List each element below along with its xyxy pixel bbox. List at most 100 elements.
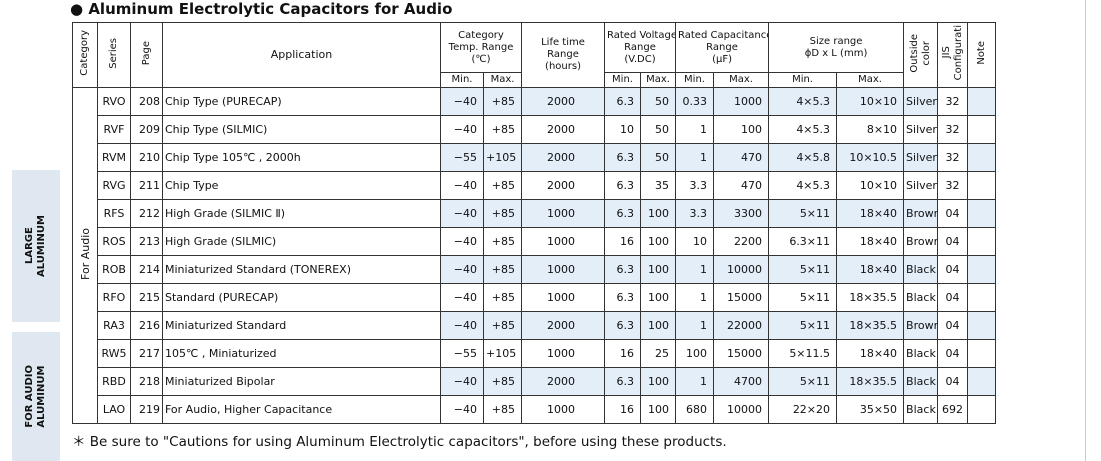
table-cell: 04 [937, 339, 969, 368]
table-cell: 6.3 [604, 171, 642, 200]
note-cell [967, 115, 997, 144]
table-row: RFO 215 Standard (PURECAP) −40 +85 1000 6.3 100… [73, 283, 997, 312]
title-text: Aluminum Electrolytic Capacitors for Aud… [88, 0, 453, 18]
table-cell: 100 [640, 255, 677, 284]
table-cell: RW5 [97, 339, 131, 368]
table-cell: 100 [640, 367, 677, 396]
table-cell: −40 [440, 255, 484, 284]
header-cell: Outside color [903, 22, 939, 88]
note-cell [967, 311, 997, 340]
table-cell: 10×10.5 [836, 143, 905, 172]
table-cell: 212 [130, 199, 163, 228]
note-cell [967, 227, 997, 256]
note-cell [967, 395, 997, 424]
subheader-cell: Max. [713, 72, 770, 88]
table-cell: Silver [903, 115, 939, 144]
header-text: JIS Configurati [941, 25, 965, 80]
table-cell: 1000 [521, 255, 606, 284]
table-cell: −55 [440, 339, 484, 368]
table-cell: +105 [482, 143, 523, 172]
table-cell: RVF [97, 115, 131, 144]
table-cell: Brown [903, 227, 939, 256]
table-cell: RA3 [97, 311, 131, 340]
table-cell: RVM [97, 143, 131, 172]
table-cell: +85 [482, 115, 523, 144]
table-cell: 2000 [521, 115, 606, 144]
header-line: Life time [541, 37, 585, 48]
table-cell: +85 [482, 395, 523, 424]
table-cell: 1000 [713, 87, 770, 116]
header-text: Category [79, 30, 90, 76]
table-cell: RVG [97, 171, 131, 200]
table-cell: For Audio, Higher Capacitance [162, 395, 441, 424]
note-cell [967, 339, 997, 368]
table-header: Category Series Page Application Categor… [72, 22, 997, 88]
header-line: Outside [908, 33, 920, 73]
table-cell: 4×5.3 [768, 87, 838, 116]
tab-line: FOR AUDIO [24, 365, 35, 428]
side-tab: LARGE ALUMINUM [12, 170, 60, 322]
table-cell: 1 [675, 283, 715, 312]
table-cell: 10000 [713, 255, 770, 284]
header-cell: Category Temp. Range (℃) [439, 22, 523, 73]
header-line: Configurati [952, 25, 964, 81]
header-line: Category [458, 29, 504, 41]
table-cell: 5×11 [768, 311, 838, 340]
header-line: Size range [809, 35, 863, 47]
table-cell: +85 [482, 87, 523, 116]
header-line: (hours) [545, 61, 581, 72]
table-cell: 6.3 [604, 199, 642, 228]
header-line: JIS [940, 46, 952, 60]
table-cell: 6.3×11 [768, 227, 838, 256]
table-cell: 100 [640, 283, 677, 312]
table-cell: 216 [130, 311, 163, 340]
table-cell: 6.3 [604, 143, 642, 172]
header-line: (µF) [712, 53, 732, 65]
table-cell: 6.3 [604, 255, 642, 284]
table-cell: 50 [640, 115, 677, 144]
header-text: Note [975, 41, 987, 65]
table-cell: 213 [130, 227, 163, 256]
table-cell: +85 [482, 171, 523, 200]
table-cell: 4×5.8 [768, 143, 838, 172]
table-cell: 1000 [521, 227, 606, 256]
tab-text: FOR AUDIO ALUMINUM [24, 365, 48, 428]
note-cell [967, 87, 997, 116]
table-cell: −40 [440, 283, 484, 312]
table-cell: RFO [97, 283, 131, 312]
tab-line: ALUMINUM [36, 215, 47, 277]
table-cell: 2000 [521, 171, 606, 200]
table-cell: 1000 [521, 395, 606, 424]
table-cell: 470 [713, 171, 770, 200]
table-cell: 5×11 [768, 255, 838, 284]
table-cell: ROB [97, 255, 131, 284]
table-cell: 04 [937, 311, 969, 340]
table-cell: 50 [640, 87, 677, 116]
table-cell: +85 [482, 227, 523, 256]
table-cell: 5×11 [768, 283, 838, 312]
table-cell: +85 [482, 283, 523, 312]
table-cell: 25 [640, 339, 677, 368]
note-cell [967, 283, 997, 312]
header-cell: Life time Range (hours) [521, 22, 606, 88]
table-cell: 18×35.5 [836, 367, 905, 396]
subheader-cell: Max. [482, 72, 523, 88]
header-line: Range [624, 41, 656, 53]
subheader-cell: Min. [440, 72, 484, 88]
subheader-cell: Min. [675, 72, 715, 88]
header-line: color [920, 40, 932, 66]
table-cell: 0.33 [675, 87, 715, 116]
table-cell: 100 [713, 115, 770, 144]
table-cell: 18×40 [836, 339, 905, 368]
table-cell: +105 [482, 339, 523, 368]
table-cell: 1000 [521, 283, 606, 312]
table-cell: Chip Type (SILMIC) [162, 115, 441, 144]
bullet: ● [70, 0, 84, 18]
header-cell: JIS Configurati [937, 22, 969, 88]
table-cell: Brown [903, 311, 939, 340]
table-cell: 215 [130, 283, 163, 312]
table-cell: 100 [640, 199, 677, 228]
table-cell: −40 [440, 199, 484, 228]
header-cell: Application [162, 22, 441, 88]
table-cell: Black [903, 339, 939, 368]
